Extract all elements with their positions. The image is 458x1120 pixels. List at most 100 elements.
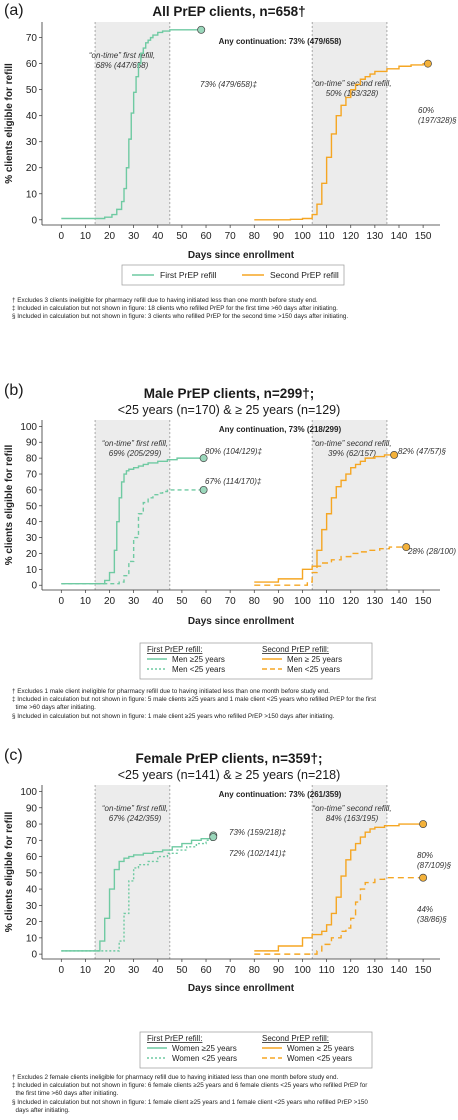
x-tick-label: 30 xyxy=(128,965,140,976)
y-tick-label: 0 xyxy=(31,950,37,961)
any-continuation-label: Any continuation, 73% (218/299) xyxy=(219,425,342,434)
panel-label: (c) xyxy=(4,747,23,764)
any-continuation-label: Any continuation: 73% (261/359) xyxy=(219,790,342,799)
series-end-label: 44% xyxy=(417,905,433,914)
legend-header-first: First PrEP refill: xyxy=(147,645,202,654)
x-tick-label: 150 xyxy=(415,965,432,976)
x-tick-label: 80 xyxy=(249,231,261,242)
x-tick-label: 110 xyxy=(319,965,335,976)
x-tick-label: 80 xyxy=(249,596,261,607)
x-tick-label: 120 xyxy=(342,596,359,607)
y-tick-label: 30 xyxy=(26,901,38,912)
panel-title: Male PrEP clients, n=299†; xyxy=(143,386,315,401)
ontime-first-label: “on-time” first refill, xyxy=(102,439,168,448)
x-tick-label: 110 xyxy=(319,231,335,242)
series-line-3 xyxy=(254,876,424,955)
x-axis-label: Days since enrollment xyxy=(188,983,295,994)
legend-header-second: Second PrEP refill: xyxy=(262,1034,329,1043)
x-tick-label: 0 xyxy=(59,596,65,607)
footnote: § Included in calculation but not shown … xyxy=(12,313,349,321)
series-line-0 xyxy=(61,457,204,585)
ontime-second-label: “on-time” second refill, xyxy=(312,439,391,448)
y-tick-label: 70 xyxy=(26,836,38,847)
y-tick-label: 30 xyxy=(26,533,38,544)
y-tick-label: 80 xyxy=(26,820,38,831)
panel-subtitle: <25 years (n=141) & ≥ 25 years (n=218) xyxy=(117,768,341,782)
footnote: § Included in calculation but not shown … xyxy=(12,1098,368,1114)
x-axis-label: Days since enrollment xyxy=(188,616,295,627)
series-end-marker xyxy=(423,59,432,68)
x-tick-label: 100 xyxy=(294,596,311,607)
series-line-0 xyxy=(61,29,202,220)
y-tick-label: 50 xyxy=(26,868,38,879)
series-line-2 xyxy=(254,454,395,583)
series-end-label-2: (197/328)§ xyxy=(418,116,457,125)
series-end-marker xyxy=(390,451,399,459)
x-axis-label: Days since enrollment xyxy=(188,250,295,261)
series-end-marker xyxy=(402,543,411,552)
y-tick-label: 0 xyxy=(31,215,37,226)
series-end-label: 82% (47/57)§ xyxy=(398,447,447,456)
x-tick-label: 100 xyxy=(294,231,311,242)
ontime-second-value: 84% (163/195) xyxy=(326,814,379,823)
series-end-label: 72% (102/141)‡ xyxy=(229,849,286,858)
legend-box xyxy=(139,642,373,680)
series-end-label: 80% (104/129)‡ xyxy=(205,447,262,456)
ontime-window-second xyxy=(312,785,387,959)
x-tick-label: 0 xyxy=(59,231,65,242)
x-tick-label: 140 xyxy=(391,965,408,976)
x-tick-label: 30 xyxy=(128,231,140,242)
legend-label: Women ≥25 years xyxy=(172,1044,237,1053)
ontime-first-label: “on-time” first refill, xyxy=(102,804,168,813)
x-tick-label: 130 xyxy=(367,596,384,607)
y-tick-label: 30 xyxy=(26,137,38,148)
series-line-0 xyxy=(61,835,214,952)
ontime-window-second xyxy=(312,22,387,225)
panel-label: (a) xyxy=(4,2,24,19)
y-tick-label: 10 xyxy=(26,189,38,200)
ontime-second-label: “on-time” second refill, xyxy=(312,79,391,88)
x-tick-label: 40 xyxy=(152,965,164,976)
y-tick-label: 70 xyxy=(26,470,38,481)
series-line-1 xyxy=(61,837,214,952)
y-tick-label: 90 xyxy=(26,803,38,814)
legend-label: Men <25 years xyxy=(172,665,225,674)
y-tick-label: 0 xyxy=(31,581,37,592)
x-tick-label: 90 xyxy=(273,965,285,976)
legend-label: Women <25 years xyxy=(172,1054,237,1063)
legend-label: Women <25 years xyxy=(287,1054,352,1063)
series-end-marker xyxy=(419,820,428,828)
series-end-label: 80% xyxy=(417,851,433,860)
ontime-first-value: 67% (242/359) xyxy=(109,814,162,823)
series-end-label-2: (87/109)§ xyxy=(417,861,452,870)
x-tick-label: 10 xyxy=(80,965,92,976)
y-axis-label: % clients eligible for refill xyxy=(4,63,15,184)
ontime-first-label: “on-time” first refill, xyxy=(89,51,155,60)
x-tick-label: 60 xyxy=(200,231,212,242)
x-tick-label: 50 xyxy=(176,231,188,242)
panel-title: All PrEP clients, n=658† xyxy=(152,4,306,19)
x-tick-label: 130 xyxy=(367,965,384,976)
series-end-marker xyxy=(197,25,206,34)
x-tick-label: 130 xyxy=(367,231,384,242)
legend-box xyxy=(139,1031,373,1069)
series-line-1 xyxy=(61,489,204,585)
ontime-first-value: 68% (447/658) xyxy=(96,61,149,70)
y-tick-label: 50 xyxy=(26,501,38,512)
panel-subtitle: <25 years (n=170) & ≥ 25 years (n=129) xyxy=(117,403,341,417)
series-end-label: 73% (479/658)‡ xyxy=(200,80,257,89)
legend-box xyxy=(121,264,345,286)
legend-label: Men <25 years xyxy=(287,665,340,674)
ontime-second-value: 50% (163/328) xyxy=(326,89,379,98)
x-tick-label: 80 xyxy=(249,965,261,976)
y-tick-label: 20 xyxy=(26,163,38,174)
y-tick-label: 40 xyxy=(26,517,38,528)
x-tick-label: 150 xyxy=(415,231,432,242)
footnotes-a: † Excludes 3 clients ineligible for phar… xyxy=(12,297,348,322)
legend-header-second: Second PrEP refill: xyxy=(262,645,329,654)
y-tick-label: 80 xyxy=(26,454,38,465)
y-axis-label: % clients eligible for refill xyxy=(4,444,15,565)
panel-label: (b) xyxy=(4,382,24,399)
x-tick-label: 50 xyxy=(176,965,188,976)
y-tick-label: 20 xyxy=(26,917,38,928)
